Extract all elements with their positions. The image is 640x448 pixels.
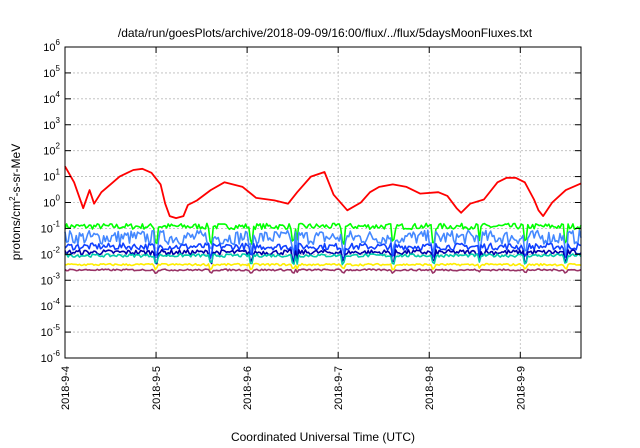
y-tick-label: 106 — [43, 38, 60, 54]
series-line — [64, 249, 582, 265]
y-tick-label: 102 — [43, 142, 60, 158]
chart-title: /data/run/goesPlots/archive/2018-09-09/1… — [118, 26, 533, 40]
series-line — [64, 229, 582, 259]
x-tick-label: 2018-9-8 — [424, 366, 436, 410]
y-tick-label: 101 — [43, 168, 60, 184]
y-tick-label: 10-3 — [41, 271, 61, 287]
series-line — [64, 268, 582, 275]
x-tick-label: 2018-9-4 — [60, 366, 72, 410]
y-axis-label: protons/cm2-s-sr-MeV — [8, 144, 23, 260]
series-line — [64, 262, 582, 271]
series-line — [64, 242, 582, 261]
x-tick-label: 2018-9-9 — [515, 366, 527, 410]
grid — [65, 47, 581, 358]
x-tick-label: 2018-9-5 — [151, 366, 163, 410]
y-tick-label: 10-2 — [41, 245, 61, 261]
y-tick-label: 100 — [43, 194, 60, 210]
series-line — [64, 165, 582, 219]
x-tick-label: 2018-9-7 — [333, 366, 345, 410]
x-tick-label: 2018-9-6 — [242, 366, 254, 410]
x-axis-label: Coordinated Universal Time (UTC) — [231, 430, 415, 444]
y-tick-label: 10-6 — [41, 349, 61, 365]
y-tick-label: 10-5 — [41, 323, 61, 339]
series-line — [64, 222, 582, 245]
y-tick-label: 104 — [43, 90, 60, 106]
y-tick-label: 103 — [43, 116, 60, 132]
series-line — [64, 253, 582, 266]
y-tick-label: 10-4 — [41, 297, 61, 313]
y-axis-ticks: 10-6 10-5 10-4 10-3 10-2 10-1 100 101 102 103 104 1… — [41, 38, 581, 365]
y-tick-label: 10-1 — [41, 219, 61, 235]
series-layer — [64, 165, 582, 275]
y-tick-label: 105 — [43, 64, 60, 80]
x-axis-ticks: 2018-9-4 2018-9-5 2018-9-6 2018-9-7 2018-9-8… — [60, 47, 527, 410]
